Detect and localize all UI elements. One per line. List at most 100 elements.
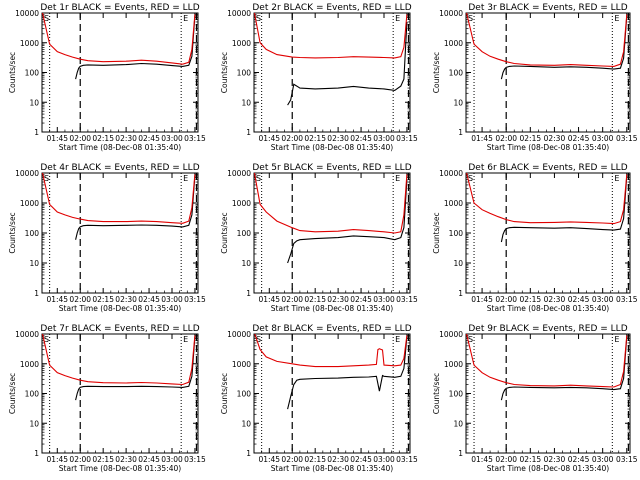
y-axis-label: Counts/sec xyxy=(432,373,441,414)
y-tick-label: 1000 xyxy=(20,360,39,369)
plot-frame xyxy=(465,333,631,454)
x-tick-label: 03:15 xyxy=(184,455,206,464)
lld-series-line xyxy=(254,173,408,234)
x-tick-label: 02:00 xyxy=(69,455,91,464)
x-tick-label: 02:45 xyxy=(138,134,160,143)
y-axis-label: Counts/sec xyxy=(220,373,229,414)
x-tick-label: 01:45 xyxy=(46,295,68,304)
chart-panel-6: Det 6r BLACK = Events, RED = LLD 1 10 100 10… xyxy=(432,163,638,313)
x-tick-label: 03:15 xyxy=(396,295,418,304)
chart-panel-9: Det 9r BLACK = Events, RED = LLD 1 10 100 10… xyxy=(432,324,638,473)
chart-panel-3: Det 3r BLACK = Events, RED = LLD 1 10 100 10… xyxy=(432,3,638,152)
end-mark: E xyxy=(395,335,400,344)
lld-series-line xyxy=(254,334,408,368)
x-tick-label: 02:00 xyxy=(281,134,303,143)
events-series-line xyxy=(75,15,196,80)
x-tick-label: 02:00 xyxy=(495,134,517,143)
chart-title: Det 8r BLACK = Events, RED = LLD xyxy=(252,324,411,334)
x-tick-label: 02:30 xyxy=(327,455,349,464)
x-tick-label: 02:15 xyxy=(304,295,326,304)
x-tick-label: 03:15 xyxy=(396,455,418,464)
chart-title: Det 9r BLACK = Events, RED = LLD xyxy=(468,324,627,334)
y-axis-label: Counts/sec xyxy=(8,52,17,93)
x-tick-label: 02:00 xyxy=(281,295,303,304)
x-tick-label: 03:00 xyxy=(161,295,183,304)
y-tick-label: 10000 xyxy=(227,330,251,339)
start-mark: S xyxy=(256,335,261,344)
y-tick-label: 10 xyxy=(29,259,39,268)
chart-title: Det 6r BLACK = Events, RED = LLD xyxy=(468,163,627,173)
y-tick-label: 100 xyxy=(25,69,40,78)
x-tick-label: 03:00 xyxy=(373,295,395,304)
events-series-line xyxy=(287,21,408,106)
start-mark: S xyxy=(256,14,261,23)
y-tick-label: 1000 xyxy=(444,39,463,48)
x-axis-label: Start Time (08-Dec-08 01:35:40) xyxy=(487,143,609,152)
y-tick-label: 1 xyxy=(34,449,39,458)
x-tick-label: 02:00 xyxy=(69,134,91,143)
x-tick-label: 01:45 xyxy=(46,134,68,143)
x-tick-label: 01:45 xyxy=(258,295,280,304)
x-tick-label: 03:00 xyxy=(592,295,614,304)
start-mark: S xyxy=(44,174,49,183)
plot-frame xyxy=(41,333,199,454)
plot-frame xyxy=(253,172,411,294)
chart-panel-7: Det 7r BLACK = Events, RED = LLD 1 10 100 10… xyxy=(8,324,206,473)
x-tick-label: 03:15 xyxy=(616,295,638,304)
x-axis-label: Start Time (08-Dec-08 01:35:40) xyxy=(487,464,609,473)
chart-title: Det 4r BLACK = Events, RED = LLD xyxy=(40,163,199,173)
lld-series-line xyxy=(42,334,196,386)
x-tick-label: 02:00 xyxy=(281,455,303,464)
events-series-line xyxy=(287,179,408,264)
x-axis-label: Start Time (08-Dec-08 01:35:40) xyxy=(271,304,393,313)
start-mark: S xyxy=(468,14,473,23)
x-tick-label: 02:15 xyxy=(92,455,114,464)
end-mark: E xyxy=(395,14,400,23)
x-tick-label: 02:00 xyxy=(495,295,517,304)
x-tick-label: 01:45 xyxy=(46,455,68,464)
x-tick-label: 03:15 xyxy=(184,134,206,143)
x-tick-label: 01:45 xyxy=(471,295,493,304)
x-tick-label: 03:00 xyxy=(161,455,183,464)
x-tick-label: 02:15 xyxy=(304,134,326,143)
end-mark: E xyxy=(183,14,188,23)
y-tick-label: 10 xyxy=(241,259,251,268)
x-tick-label: 02:30 xyxy=(115,455,137,464)
y-axis-label: Counts/sec xyxy=(220,212,229,253)
x-tick-label: 01:45 xyxy=(258,455,280,464)
lld-series-line xyxy=(466,334,628,388)
x-tick-label: 02:45 xyxy=(138,295,160,304)
x-tick-label: 02:30 xyxy=(327,134,349,143)
y-tick-label: 10000 xyxy=(15,9,39,18)
y-tick-label: 1000 xyxy=(444,199,463,208)
chart-title: Det 2r BLACK = Events, RED = LLD xyxy=(252,3,411,13)
events-series-line xyxy=(500,175,628,243)
x-tick-label: 02:15 xyxy=(92,295,114,304)
y-tick-label: 1 xyxy=(246,449,251,458)
y-tick-label: 100 xyxy=(449,69,464,78)
x-tick-label: 02:45 xyxy=(350,134,372,143)
y-tick-label: 1000 xyxy=(232,199,251,208)
x-tick-label: 03:15 xyxy=(184,295,206,304)
x-tick-label: 02:15 xyxy=(520,455,542,464)
y-tick-label: 10 xyxy=(29,98,39,107)
lld-series-line xyxy=(42,173,196,224)
events-series-line xyxy=(75,336,196,401)
y-axis-label: Counts/sec xyxy=(432,52,441,93)
y-tick-label: 1000 xyxy=(444,360,463,369)
end-mark: E xyxy=(183,174,188,183)
y-axis-label: Counts/sec xyxy=(8,373,17,414)
start-mark: S xyxy=(468,335,473,344)
y-tick-label: 1 xyxy=(246,128,251,137)
x-tick-label: 01:45 xyxy=(258,134,280,143)
y-tick-label: 100 xyxy=(25,390,40,399)
y-tick-label: 10000 xyxy=(15,330,39,339)
x-axis-label: Start Time (08-Dec-08 01:35:40) xyxy=(271,464,393,473)
y-tick-label: 1 xyxy=(458,289,463,298)
x-tick-label: 02:00 xyxy=(69,295,91,304)
chart-title: Det 5r BLACK = Events, RED = LLD xyxy=(252,163,411,173)
x-tick-label: 01:45 xyxy=(471,134,493,143)
events-series-line xyxy=(500,336,628,401)
start-mark: S xyxy=(44,335,49,344)
events-series-line xyxy=(75,175,196,240)
